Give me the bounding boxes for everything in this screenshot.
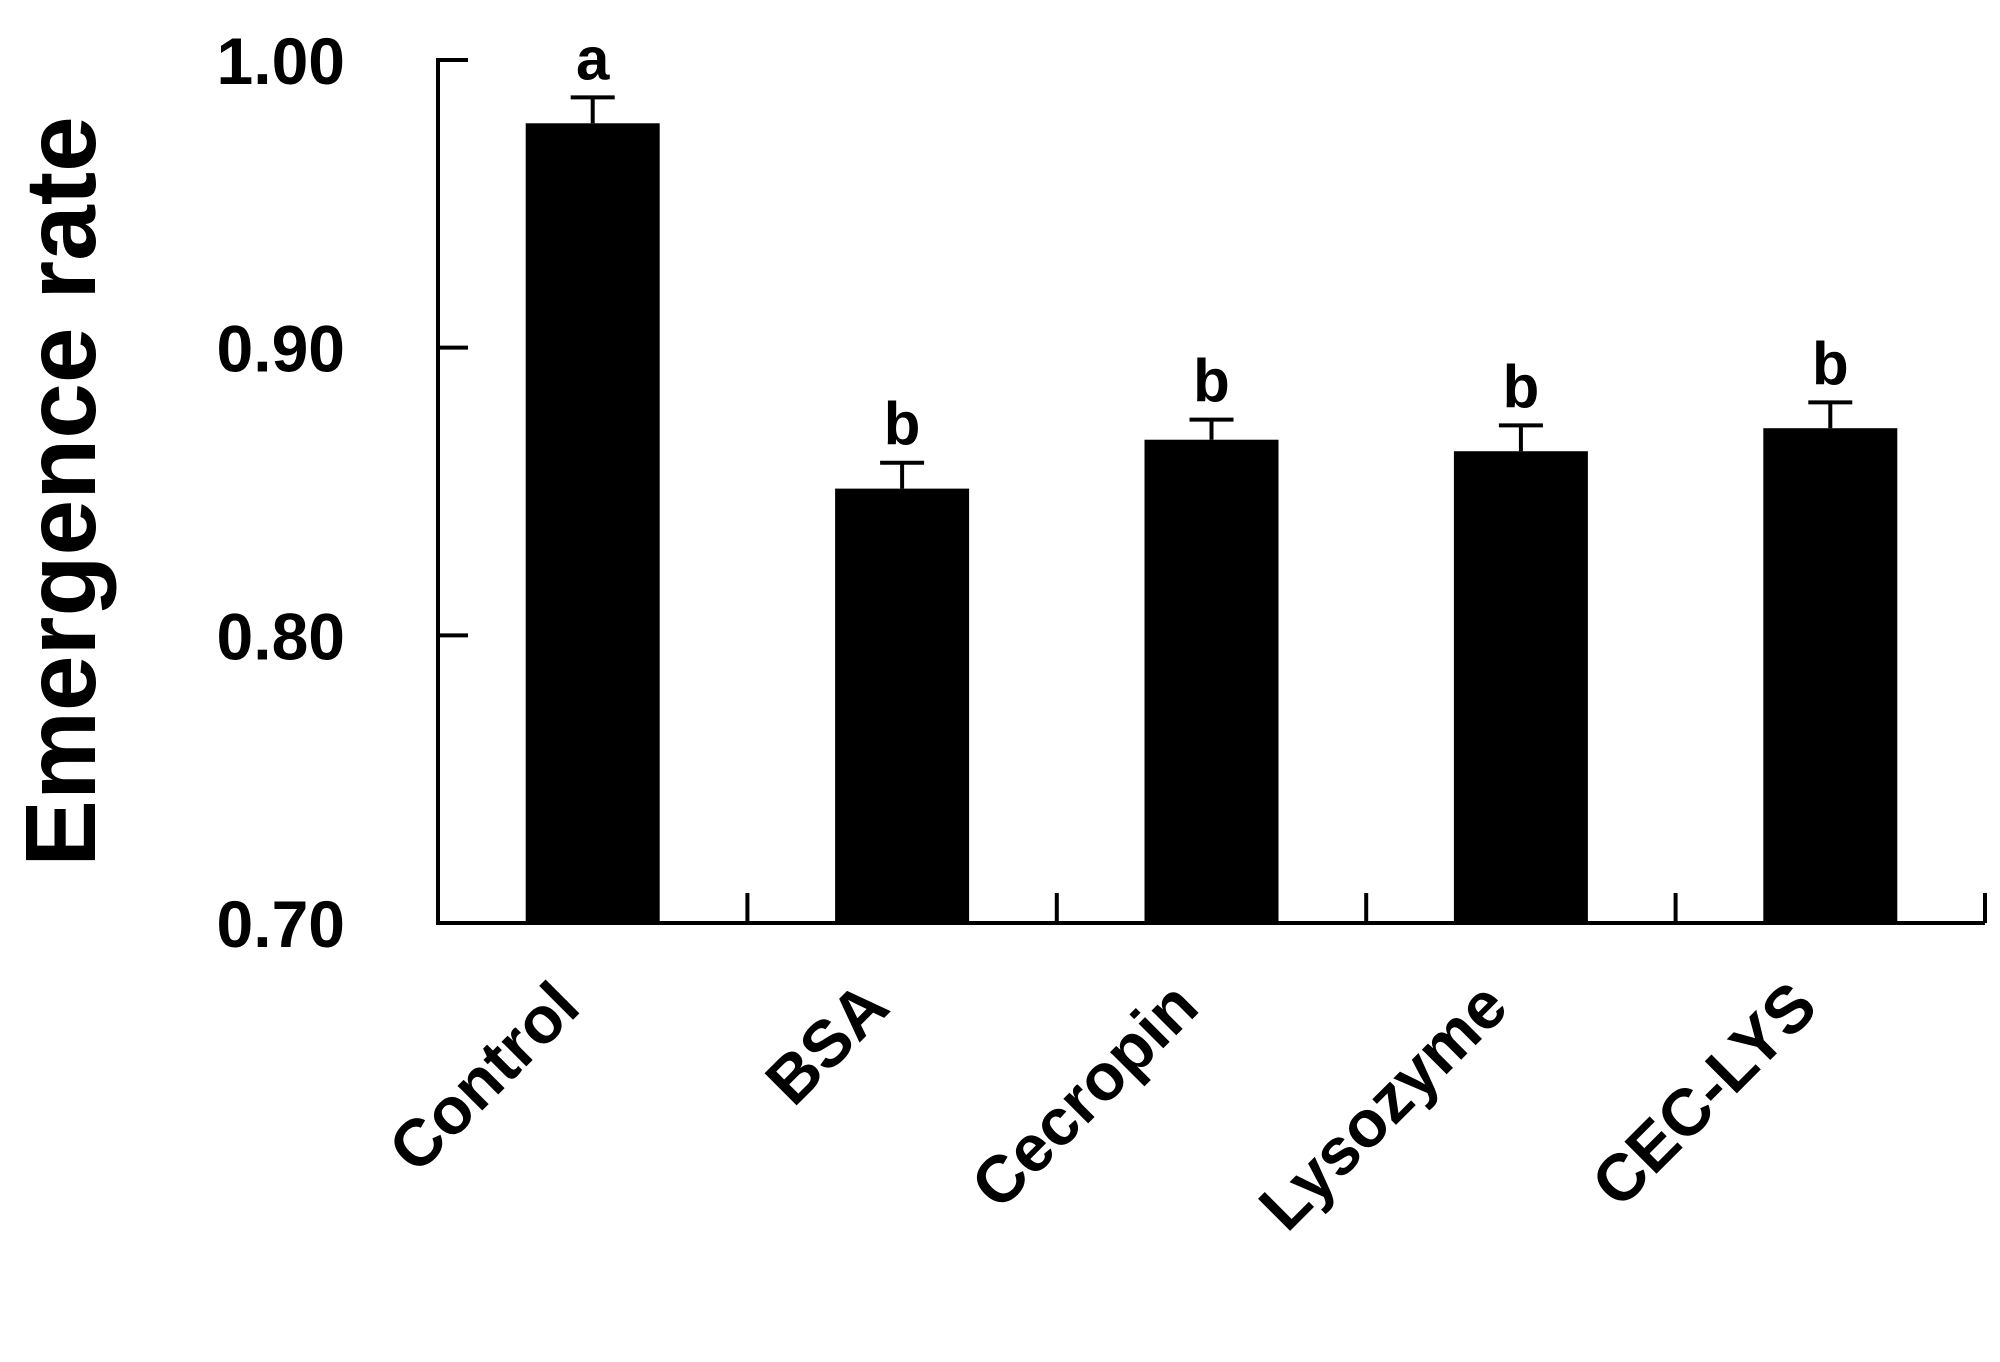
significance-letter: b: [1193, 348, 1230, 415]
bar: [1453, 451, 1588, 923]
bar: [525, 123, 660, 923]
y-axis-title: Emergence rate: [5, 116, 117, 866]
bar: [835, 488, 970, 923]
y-tick-label: 1.00: [217, 24, 345, 98]
x-tick-label: Lysozyme: [1245, 968, 1521, 1244]
x-tick-label: CEC-LYS: [1577, 968, 1830, 1221]
significance-letter: a: [576, 25, 610, 92]
significance-letter: b: [1503, 353, 1540, 420]
significance-letter: b: [1812, 330, 1849, 397]
x-tick-label: BSA: [751, 968, 902, 1119]
bars: [525, 95, 1898, 923]
bar: [1144, 439, 1279, 923]
significance-letter: b: [884, 391, 921, 458]
y-tick-label: 0.90: [217, 312, 345, 386]
y-tick-label: 0.70: [217, 887, 345, 961]
bar: [1763, 428, 1898, 923]
y-tick-label: 0.80: [217, 599, 345, 673]
x-tick-label: Control: [374, 968, 592, 1186]
x-tick-label: Cecropin: [957, 968, 1212, 1223]
